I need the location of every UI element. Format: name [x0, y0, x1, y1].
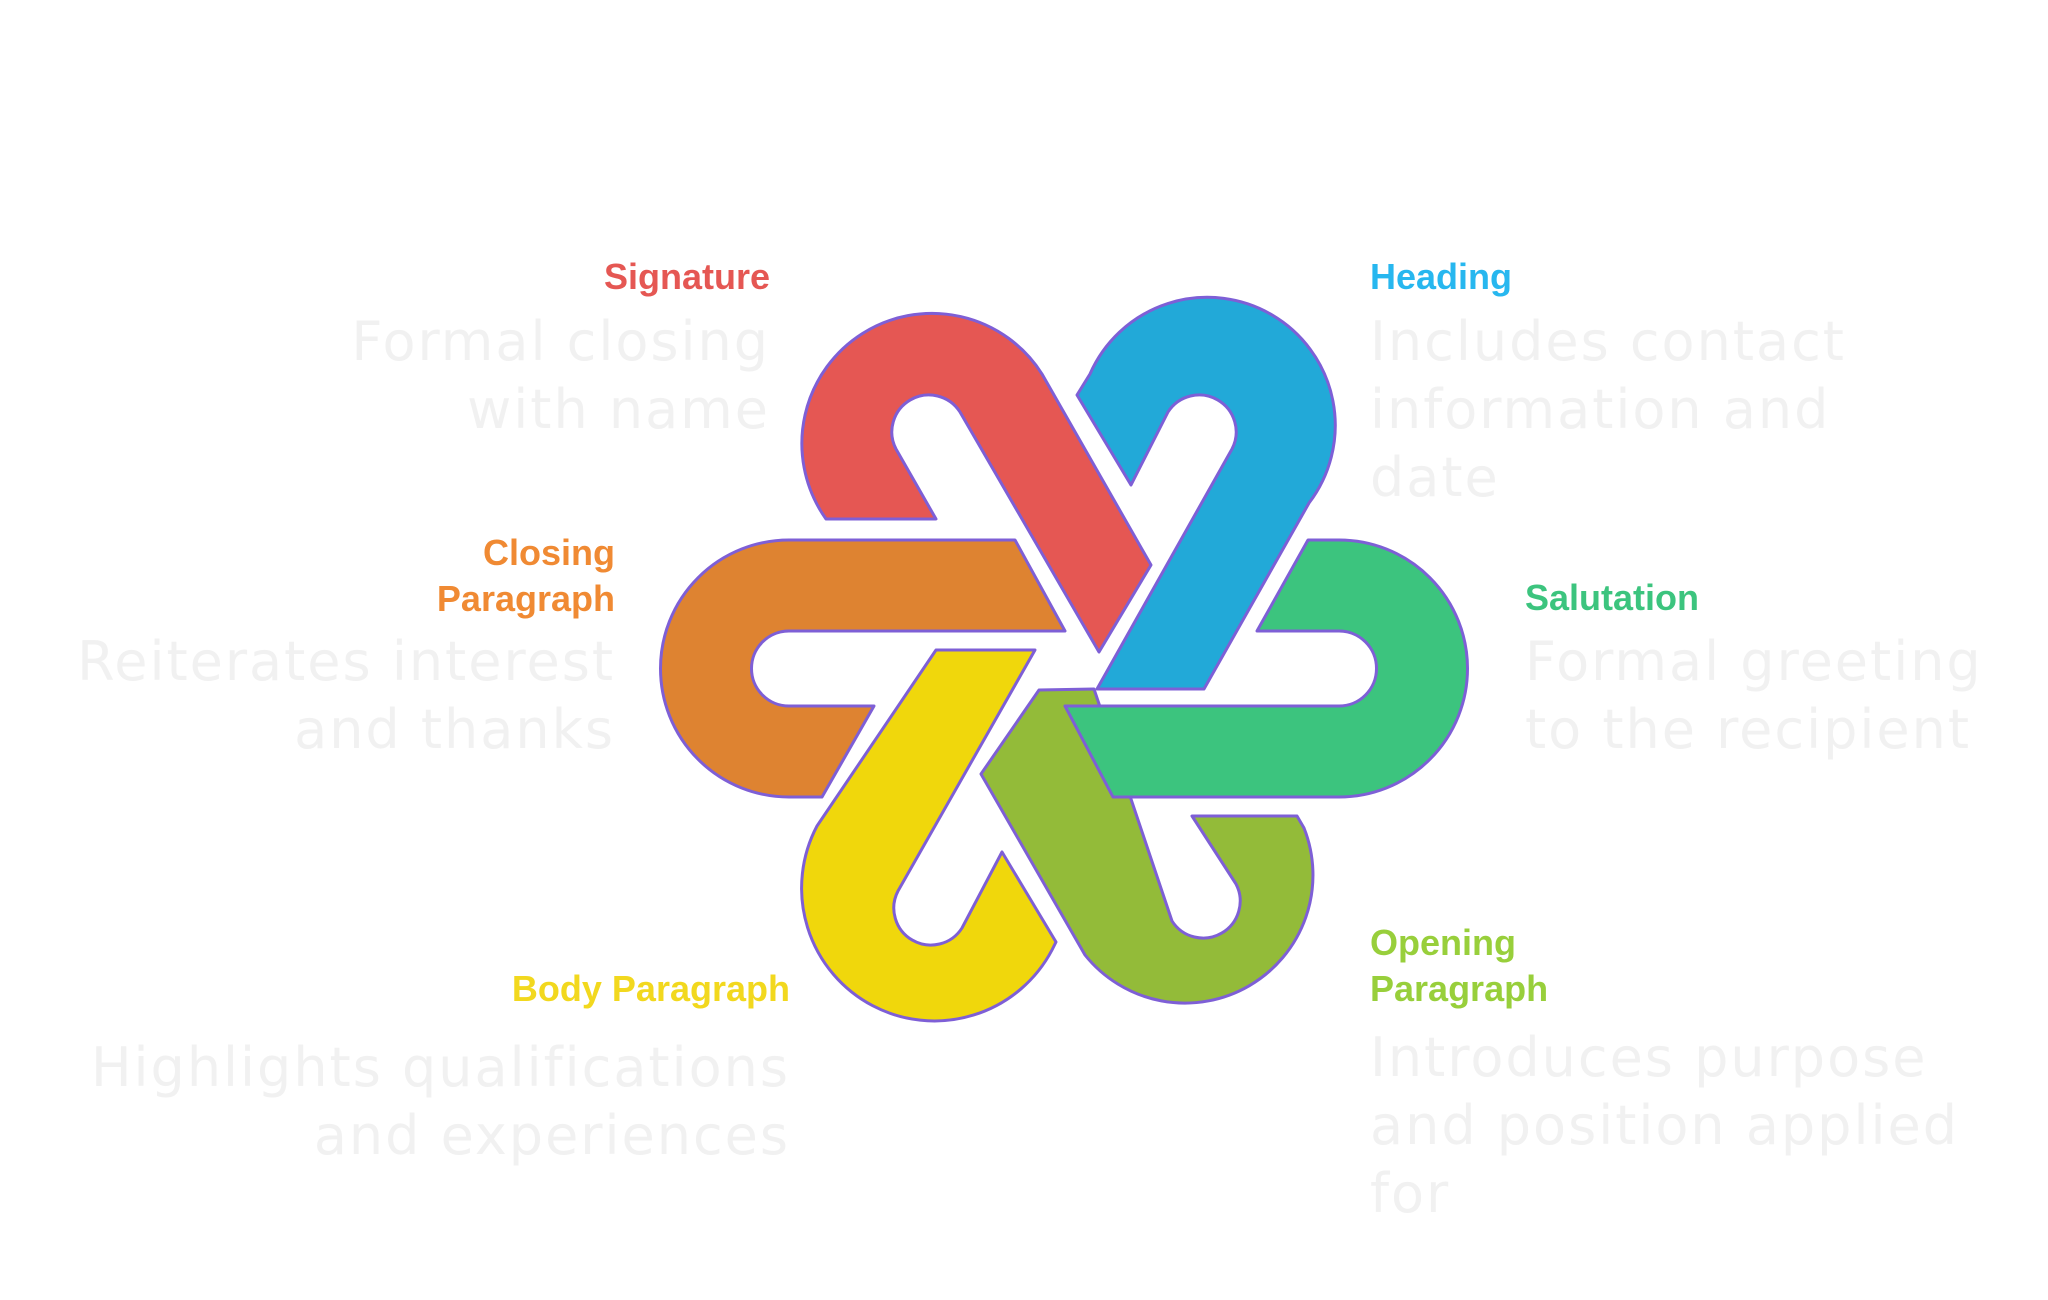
closing-paragraph-title: Closing Paragraph: [436, 532, 615, 619]
heading-description: Includes contact information and date: [1370, 310, 1846, 509]
salutation-description: Formal greeting to the recipient: [1525, 630, 1983, 761]
heading-title: Heading: [1370, 256, 1513, 297]
opening-paragraph-loop[interactable]: [979, 687, 1315, 1005]
opening-paragraph-title: Opening Paragraph: [1370, 922, 1549, 1009]
closing-paragraph-description: Reiterates interest and thanks: [77, 630, 615, 761]
salutation-loop[interactable]: [1063, 538, 1469, 799]
closing-paragraph-loop[interactable]: [659, 538, 1067, 799]
body-paragraph-title: Body Paragraph: [511, 968, 790, 1009]
signature-loop[interactable]: [800, 311, 1153, 654]
signature-description: Formal closing with name: [351, 310, 770, 441]
opening-paragraph-description: Introduces purpose and position applied …: [1370, 1026, 1959, 1225]
heading-loop[interactable]: [1075, 295, 1337, 691]
body-paragraph-loop[interactable]: [800, 648, 1058, 1023]
salutation-title: Salutation: [1525, 577, 1700, 618]
body-paragraph-description: Highlights qualifications and experience…: [90, 1036, 790, 1167]
signature-title: Signature: [603, 256, 770, 297]
